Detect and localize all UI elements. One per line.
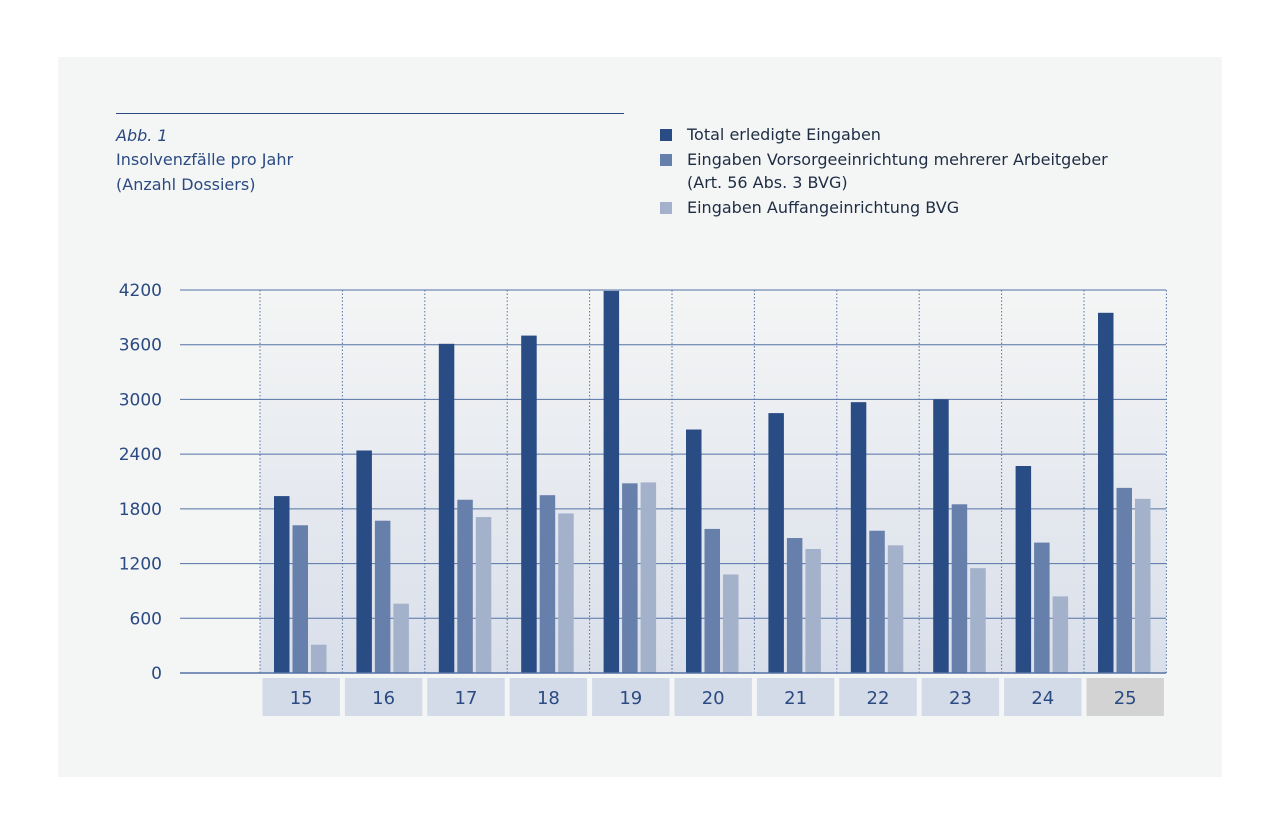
x-tick-label: 18 — [537, 688, 560, 709]
y-tick-label: 1800 — [119, 500, 162, 520]
category-box-17 — [427, 678, 505, 716]
bar-21-series-1 — [768, 413, 784, 673]
x-tick-label: 16 — [372, 688, 395, 709]
y-tick-label: 4200 — [119, 281, 162, 301]
category-box-20 — [674, 678, 752, 716]
title-rule — [116, 113, 624, 114]
bar-23-series-3 — [970, 568, 986, 673]
bar-24-series-2 — [1034, 542, 1050, 673]
x-tick-label: 19 — [619, 688, 642, 709]
legend-swatch-auffang — [660, 202, 672, 214]
bar-23-series-2 — [951, 504, 968, 673]
category-box-15 — [262, 678, 340, 716]
bar-20-series-3 — [723, 574, 739, 673]
y-tick-label: 1200 — [119, 555, 162, 575]
bar-22-series-3 — [887, 545, 904, 673]
bar-15-series-2 — [292, 525, 308, 673]
bar-20-series-2 — [704, 528, 720, 673]
figure-number: Abb. 1 — [116, 126, 168, 145]
bar-18-series-1 — [521, 335, 537, 673]
bar-16-series-3 — [393, 603, 409, 673]
x-tick-label: 21 — [784, 688, 807, 709]
bar-21-series-3 — [805, 548, 821, 673]
bar-24-series-3 — [1052, 596, 1069, 673]
x-tick-label: 20 — [702, 688, 725, 709]
bar-17-series-3 — [475, 517, 492, 673]
y-tick-label: 600 — [130, 609, 162, 629]
y-tick-label: 3000 — [119, 390, 162, 410]
bar-18-series-3 — [558, 513, 574, 673]
bar-18-series-2 — [539, 495, 556, 673]
bar-25-series-3 — [1135, 498, 1151, 673]
bar-16-series-2 — [374, 520, 391, 673]
y-tick-label: 0 — [151, 664, 162, 684]
bar-15-series-3 — [311, 644, 327, 673]
legend-label-total: Total erledigte Eingaben — [687, 125, 881, 144]
x-tick-label: 24 — [1031, 688, 1054, 709]
bar-16-series-1 — [356, 450, 372, 673]
bar-19-series-2 — [622, 483, 638, 673]
legend-label-vorsorge-line2: (Art. 56 Abs. 3 BVG) — [687, 173, 848, 192]
x-tick-label: 15 — [290, 688, 313, 709]
legend-swatch-total — [660, 129, 672, 141]
category-box-23 — [921, 678, 1000, 716]
x-tick-label: 23 — [949, 688, 972, 709]
bar-22-series-2 — [869, 530, 885, 673]
bar-15-series-1 — [274, 496, 290, 673]
category-box-21 — [756, 678, 835, 716]
y-tick-label: 3600 — [119, 336, 162, 356]
bar-25-series-2 — [1116, 487, 1132, 673]
chart-subtitle: (Anzahl Dossiers) — [116, 175, 256, 194]
category-box-19 — [592, 678, 670, 716]
category-box-18 — [509, 678, 588, 716]
category-box-16 — [344, 678, 423, 716]
bar-17-series-1 — [438, 343, 455, 673]
legend-label-vorsorge: Eingaben Vorsorgeeinrichtung mehrerer Ar… — [687, 150, 1108, 169]
legend-swatch-vorsorge — [660, 154, 672, 166]
bar-19-series-3 — [640, 482, 657, 673]
category-box-25 — [1086, 678, 1164, 716]
bar-17-series-2 — [457, 499, 473, 673]
bar-25-series-1 — [1098, 312, 1114, 673]
bar-23-series-1 — [933, 399, 949, 673]
x-tick-label: 17 — [455, 688, 478, 709]
legend-label-auffang: Eingaben Auffangeinrichtung BVG — [687, 198, 960, 217]
category-box-22 — [839, 678, 917, 716]
bar-21-series-2 — [786, 538, 803, 673]
chart-title: Insolvenzfälle pro Jahr — [116, 150, 294, 169]
y-tick-label: 2400 — [119, 445, 162, 465]
x-tick-label: 22 — [867, 688, 890, 709]
bar-22-series-1 — [850, 402, 867, 673]
bar-19-series-1 — [603, 290, 620, 673]
category-box-24 — [1004, 678, 1082, 716]
x-tick-label: 25 — [1114, 688, 1137, 709]
bar-24-series-1 — [1015, 465, 1032, 673]
bar-20-series-1 — [686, 429, 702, 673]
